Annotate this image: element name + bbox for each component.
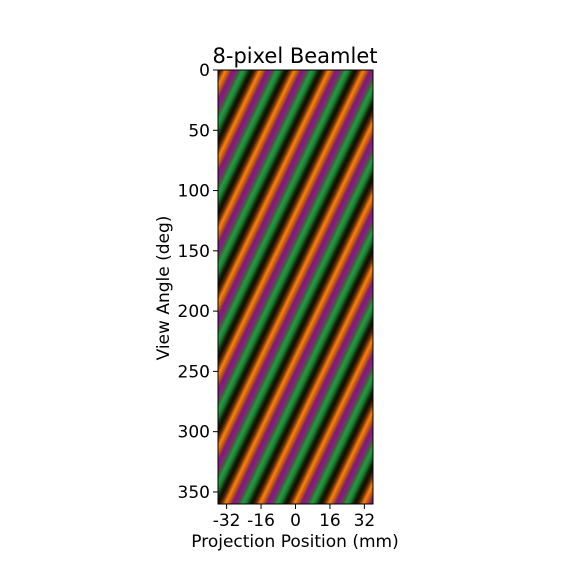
chart-title: 8-pixel Beamlet — [213, 44, 378, 68]
y-tick-label: 0 — [199, 61, 210, 81]
y-tick-label: 150 — [178, 242, 210, 262]
y-axis: 0 50 100 150 200 250 300 350 — [178, 61, 218, 503]
y-tick-label: 350 — [178, 483, 210, 503]
y-tick-label: 50 — [188, 121, 210, 141]
x-axis-label: Projection Position (mm) — [191, 532, 398, 552]
x-axis: -32 -16 0 16 32 — [213, 504, 375, 531]
y-axis-label: View Angle (deg) — [154, 216, 174, 361]
x-tick-label: 0 — [290, 511, 301, 531]
y-tick-label: 100 — [178, 182, 210, 202]
x-tick-label: -32 — [213, 511, 241, 531]
y-tick-label: 300 — [178, 423, 210, 443]
y-tick-label: 250 — [178, 362, 210, 382]
heatmap-image — [218, 70, 373, 504]
x-tick-label: -16 — [247, 511, 275, 531]
x-tick-label: 16 — [319, 511, 341, 531]
y-tick-label: 200 — [178, 302, 210, 322]
x-tick-label: 32 — [354, 511, 376, 531]
